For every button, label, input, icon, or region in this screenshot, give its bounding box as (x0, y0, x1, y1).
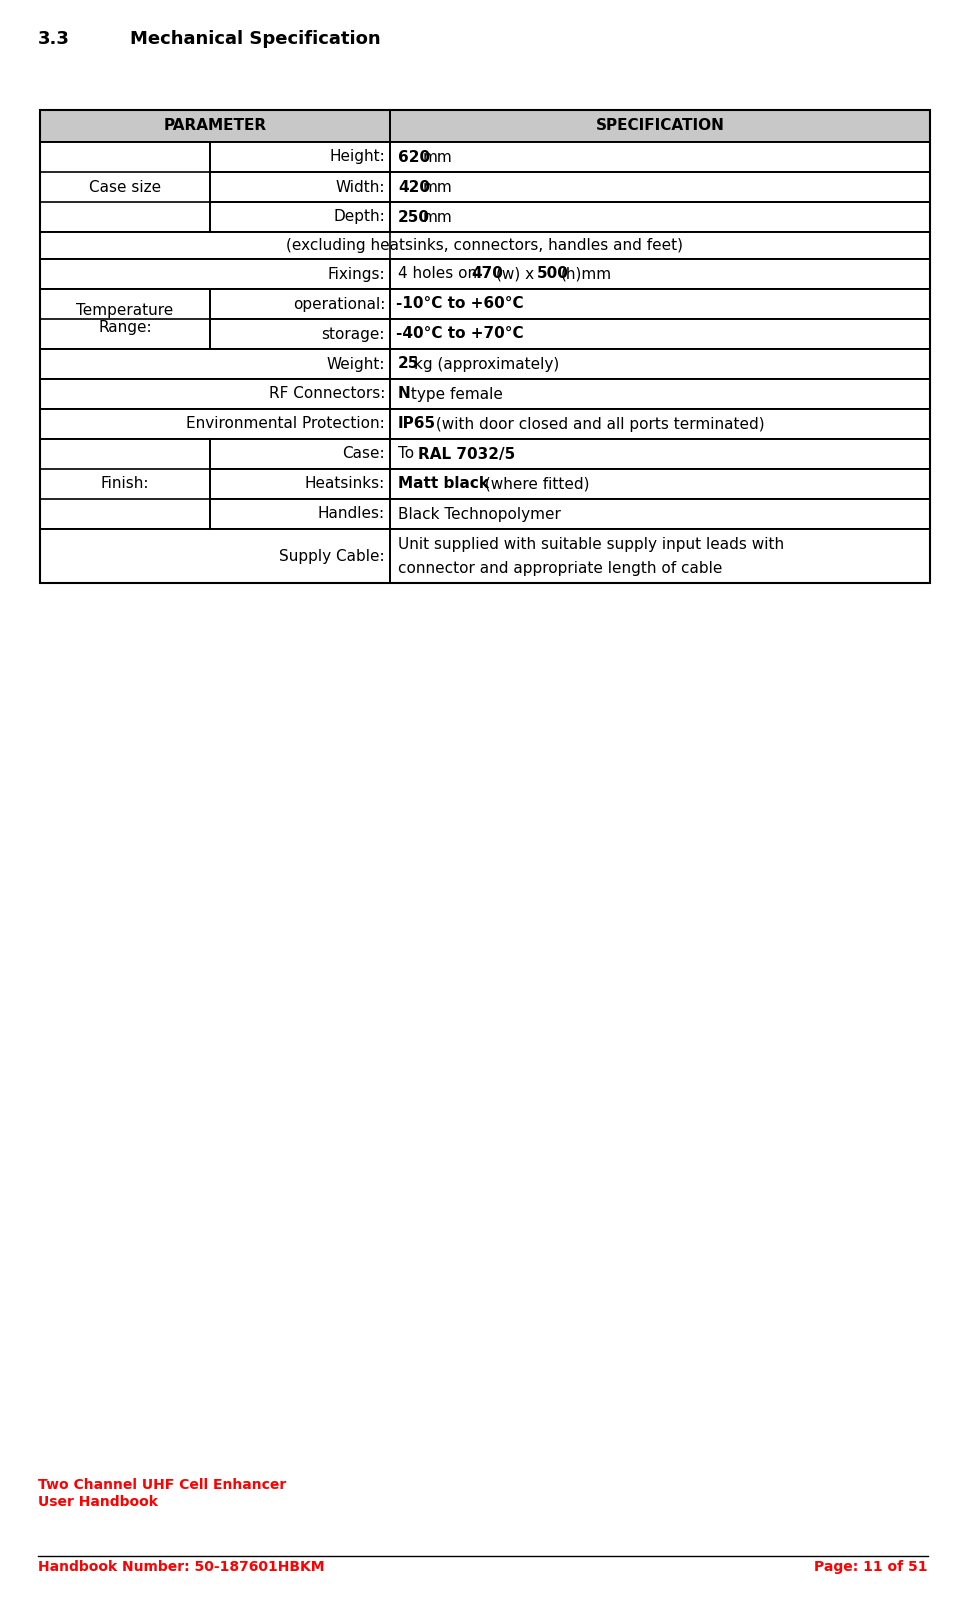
Text: storage:: storage: (321, 326, 385, 342)
Text: Mechanical Specification: Mechanical Specification (130, 31, 380, 48)
Text: Finish:: Finish: (100, 476, 150, 492)
Text: mm: mm (423, 210, 453, 224)
Text: N: N (398, 386, 411, 402)
Text: Temperature
Range:: Temperature Range: (76, 303, 174, 336)
Bar (40, 258, 390, 289)
Bar (40, 232, 930, 258)
Text: RF Connectors:: RF Connectors: (268, 386, 385, 402)
Text: mm: mm (423, 179, 453, 195)
Bar (210, 470, 390, 499)
Bar (390, 173, 930, 202)
Text: 470: 470 (472, 266, 504, 281)
Bar (210, 289, 390, 320)
Text: Case:: Case: (343, 447, 385, 462)
Bar (390, 470, 930, 499)
Text: Handles:: Handles: (317, 507, 385, 521)
Text: Unit supplied with suitable supply input leads with: Unit supplied with suitable supply input… (398, 536, 785, 552)
Bar (390, 408, 930, 439)
Text: connector and appropriate length of cable: connector and appropriate length of cabl… (398, 560, 723, 576)
Bar (40, 110, 930, 583)
Text: -40°C to +70°C: -40°C to +70°C (396, 326, 524, 342)
Bar (390, 379, 930, 408)
Text: SPECIFICATION: SPECIFICATION (595, 118, 725, 134)
Text: 500: 500 (537, 266, 568, 281)
Bar (390, 320, 930, 349)
Bar (390, 142, 930, 173)
Bar (390, 258, 930, 289)
Text: Depth:: Depth: (333, 210, 385, 224)
Bar (40, 110, 390, 142)
Text: (with door closed and all ports terminated): (with door closed and all ports terminat… (430, 416, 764, 431)
Text: IP65: IP65 (398, 416, 436, 431)
Text: Page: 11 of 51: Page: 11 of 51 (814, 1561, 928, 1574)
Bar (390, 289, 930, 320)
Text: Heatsinks:: Heatsinks: (305, 476, 385, 492)
Text: Two Channel UHF Cell Enhancer: Two Channel UHF Cell Enhancer (38, 1478, 287, 1491)
Bar (210, 173, 390, 202)
Text: Width:: Width: (336, 179, 385, 195)
Text: (h)mm: (h)mm (561, 266, 612, 281)
Bar (40, 408, 390, 439)
Text: Fixings:: Fixings: (327, 266, 385, 281)
Bar (40, 349, 390, 379)
Text: -10°C to +60°C: -10°C to +60°C (396, 297, 524, 312)
Text: PARAMETER: PARAMETER (163, 118, 266, 134)
Bar (210, 142, 390, 173)
Bar (210, 439, 390, 470)
Text: kg (approximately): kg (approximately) (414, 357, 560, 371)
Text: 420: 420 (398, 179, 430, 195)
Text: (excluding heatsinks, connectors, handles and feet): (excluding heatsinks, connectors, handle… (287, 237, 683, 253)
Bar (390, 439, 930, 470)
Text: Handbook Number: 50-187601HBKM: Handbook Number: 50-187601HBKM (38, 1561, 324, 1574)
Text: Height:: Height: (329, 150, 385, 165)
Bar (40, 142, 210, 232)
Text: Weight:: Weight: (326, 357, 385, 371)
Text: RAL 7032/5: RAL 7032/5 (418, 447, 515, 462)
Text: (where fitted): (where fitted) (480, 476, 590, 492)
Text: To: To (398, 447, 419, 462)
Text: Environmental Protection:: Environmental Protection: (186, 416, 385, 431)
Bar (390, 499, 930, 529)
Text: (w) x: (w) x (496, 266, 539, 281)
Bar (210, 320, 390, 349)
Bar (390, 349, 930, 379)
Text: 3.3: 3.3 (38, 31, 69, 48)
Bar (40, 529, 390, 583)
Bar (40, 289, 210, 349)
Text: 4 holes on: 4 holes on (398, 266, 482, 281)
Text: Matt black: Matt black (398, 476, 489, 492)
Text: Supply Cable:: Supply Cable: (280, 549, 385, 563)
Text: User Handbook: User Handbook (38, 1495, 158, 1509)
Text: operational:: operational: (292, 297, 385, 312)
Bar (390, 529, 930, 583)
Bar (210, 499, 390, 529)
Text: type female: type female (406, 386, 503, 402)
Bar (210, 202, 390, 232)
Text: 250: 250 (398, 210, 430, 224)
Text: Case size: Case size (89, 179, 161, 195)
Text: 620: 620 (398, 150, 430, 165)
Text: Black Technopolymer: Black Technopolymer (398, 507, 561, 521)
Text: 25: 25 (398, 357, 420, 371)
Bar (40, 439, 210, 529)
Bar (390, 202, 930, 232)
Text: mm: mm (423, 150, 453, 165)
Bar (390, 110, 930, 142)
Bar (40, 379, 390, 408)
